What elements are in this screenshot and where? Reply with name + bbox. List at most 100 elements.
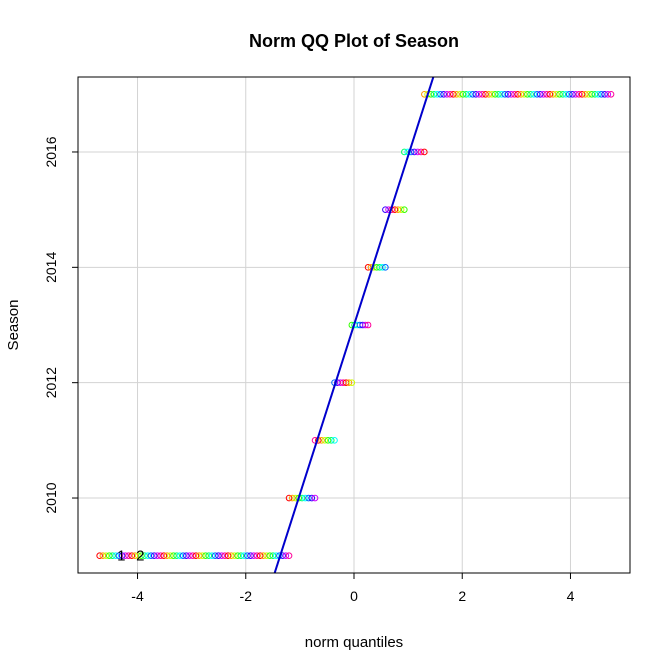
y-axis: 2010 2012 2014 2016 xyxy=(43,136,78,514)
data-point xyxy=(482,91,489,98)
data-point xyxy=(192,552,200,559)
data-point xyxy=(324,437,332,444)
data-point xyxy=(305,494,312,502)
data-point xyxy=(170,552,177,559)
data-point xyxy=(446,91,454,98)
data-point xyxy=(459,91,467,98)
data-point xyxy=(530,91,538,98)
data-points xyxy=(96,91,615,559)
data-point xyxy=(173,552,180,559)
data-point xyxy=(469,91,476,98)
data-point xyxy=(285,552,293,559)
data-point xyxy=(485,91,493,98)
data-point xyxy=(543,91,550,98)
data-point xyxy=(382,206,389,213)
data-point xyxy=(546,91,554,98)
data-point xyxy=(166,552,174,559)
data-point xyxy=(549,91,557,98)
data-point xyxy=(345,379,353,386)
data-point xyxy=(498,91,505,98)
data-point xyxy=(517,91,525,98)
data-point xyxy=(391,206,399,213)
data-point xyxy=(195,552,203,559)
data-point xyxy=(417,148,425,156)
data-point xyxy=(199,552,206,559)
data-point xyxy=(186,552,193,559)
data-point xyxy=(604,91,612,98)
data-point xyxy=(598,91,605,98)
point-label: 1 xyxy=(117,548,125,565)
data-point xyxy=(269,552,277,559)
data-point xyxy=(607,91,615,98)
data-point xyxy=(401,148,408,156)
data-point xyxy=(466,91,473,98)
data-point xyxy=(240,552,248,559)
x-tick-label: -2 xyxy=(240,588,253,604)
data-point xyxy=(507,91,515,98)
data-point xyxy=(215,552,222,559)
data-point xyxy=(536,91,544,98)
data-point xyxy=(250,552,258,559)
data-point xyxy=(327,437,335,444)
data-point xyxy=(318,437,325,444)
data-point xyxy=(301,494,309,502)
data-point xyxy=(272,552,280,559)
data-point xyxy=(565,91,573,98)
data-point xyxy=(266,552,274,559)
data-point xyxy=(285,494,293,502)
data-point xyxy=(456,91,464,98)
data-point xyxy=(443,91,451,98)
data-point xyxy=(453,91,460,98)
data-point xyxy=(472,91,480,98)
data-point xyxy=(562,91,570,98)
data-point xyxy=(321,437,329,444)
data-point xyxy=(147,552,155,559)
y-tick-label: 2010 xyxy=(43,482,59,513)
data-point xyxy=(430,91,438,98)
data-point xyxy=(462,91,470,98)
data-point xyxy=(504,91,512,98)
data-point xyxy=(134,552,142,559)
data-point xyxy=(179,552,187,559)
data-point xyxy=(495,91,502,98)
data-point xyxy=(527,91,534,98)
data-point xyxy=(582,91,589,98)
data-point xyxy=(208,552,216,559)
data-point xyxy=(394,206,402,213)
data-point xyxy=(553,91,560,98)
data-point xyxy=(591,91,599,98)
data-point xyxy=(176,552,184,559)
data-point xyxy=(572,91,579,98)
data-point xyxy=(202,552,209,559)
data-point xyxy=(401,206,408,213)
data-point xyxy=(520,91,528,98)
data-point xyxy=(109,552,116,559)
data-point xyxy=(150,552,158,559)
data-point xyxy=(311,494,319,502)
data-point xyxy=(585,91,592,98)
point-label: 2 xyxy=(136,548,144,565)
data-point xyxy=(234,552,241,559)
data-point xyxy=(524,91,531,98)
data-point xyxy=(231,552,238,559)
data-point xyxy=(138,552,145,559)
data-point xyxy=(260,552,267,559)
data-point xyxy=(247,552,254,559)
data-point xyxy=(569,91,576,98)
data-point xyxy=(601,91,608,98)
data-point xyxy=(141,552,148,559)
data-point xyxy=(379,264,386,271)
data-point xyxy=(450,91,457,98)
data-point xyxy=(382,264,389,271)
data-point xyxy=(102,552,110,559)
data-point xyxy=(588,91,596,98)
y-axis-label: Season xyxy=(5,300,22,351)
y-tick-label: 2016 xyxy=(43,136,59,167)
reference-line-group xyxy=(273,77,435,573)
x-axis: -4 -2 0 2 4 xyxy=(131,573,575,604)
data-point xyxy=(594,91,602,98)
y-tick-label: 2014 xyxy=(43,252,59,283)
data-point xyxy=(440,91,447,98)
data-point xyxy=(362,321,369,329)
data-point xyxy=(99,552,107,559)
